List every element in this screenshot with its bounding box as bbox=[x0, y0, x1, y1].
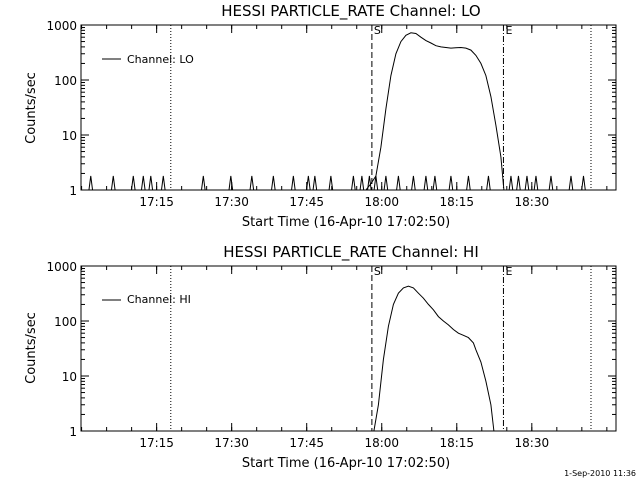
spike-point bbox=[411, 175, 416, 191]
y-axis-label-lo: Counts/sec bbox=[24, 72, 39, 144]
spike-point bbox=[448, 175, 454, 191]
spike-point bbox=[486, 175, 491, 191]
series-line bbox=[373, 285, 495, 432]
y-tick-label: 10 bbox=[62, 370, 77, 384]
spike-point bbox=[351, 175, 356, 191]
x-tick-label: 17:15 bbox=[139, 436, 174, 450]
x-tick-label: 18:00 bbox=[364, 436, 399, 450]
marker-label-s: S bbox=[374, 24, 381, 37]
spike-point bbox=[508, 175, 514, 191]
spike-point bbox=[516, 175, 521, 191]
plot-frame bbox=[80, 265, 617, 432]
spike-point bbox=[312, 175, 318, 191]
spike-point bbox=[291, 175, 296, 191]
panel-lo: HESSI PARTICLE_RATE Channel: LO Start Ti… bbox=[24, 2, 617, 230]
spike-point bbox=[383, 175, 389, 191]
footer-timestamp: 1-Sep-2010 11:36 bbox=[564, 469, 636, 478]
spike-point bbox=[367, 175, 372, 191]
x-tick-label: 18:15 bbox=[439, 195, 474, 209]
spike-point bbox=[359, 175, 365, 191]
spike-point bbox=[88, 175, 94, 191]
x-tick-label: 17:45 bbox=[289, 195, 324, 209]
spike-point bbox=[466, 175, 471, 191]
y-tick-label: 10 bbox=[62, 129, 77, 143]
plot-frame bbox=[80, 24, 617, 191]
x-tick-label: 18:30 bbox=[515, 195, 550, 209]
y-tick-label: 1 bbox=[69, 425, 77, 439]
legend-label-lo: Channel: LO bbox=[127, 53, 194, 66]
y-tick-label: 100 bbox=[54, 74, 77, 88]
chart-title-hi: HESSI PARTICLE_RATE Channel: HI bbox=[223, 243, 479, 262]
spike-point bbox=[432, 175, 438, 191]
spike-point bbox=[140, 175, 146, 191]
spike-point bbox=[568, 175, 574, 191]
y-tick-label: 100 bbox=[54, 315, 77, 329]
spike-point bbox=[271, 175, 276, 191]
spike-point bbox=[328, 175, 334, 191]
marker-label-e: E bbox=[505, 265, 512, 278]
y-axis-label-hi: Counts/sec bbox=[24, 312, 39, 384]
spike-point bbox=[423, 175, 429, 191]
panel-hi: HESSI PARTICLE_RATE Channel: HI Start Ti… bbox=[24, 243, 617, 471]
x-axis-label-lo: Start Time (16-Apr-10 17:02:50) bbox=[242, 215, 450, 230]
x-tick-label: 18:00 bbox=[364, 195, 399, 209]
spike-point bbox=[228, 175, 234, 191]
spike-point bbox=[201, 175, 206, 191]
x-axis-label-hi: Start Time (16-Apr-10 17:02:50) bbox=[242, 456, 450, 471]
x-tick-label: 18:30 bbox=[515, 436, 550, 450]
series-line bbox=[365, 32, 505, 191]
spike-point bbox=[160, 175, 166, 191]
spike-point bbox=[581, 175, 586, 191]
spike-point bbox=[306, 175, 311, 191]
x-tick-label: 17:15 bbox=[139, 195, 174, 209]
y-tick-label: 1000 bbox=[46, 19, 77, 33]
chart-title-lo: HESSI PARTICLE_RATE Channel: LO bbox=[221, 2, 480, 21]
spike-point bbox=[130, 175, 136, 191]
spike-point bbox=[548, 175, 554, 191]
legend-label-hi: Channel: HI bbox=[127, 293, 191, 306]
spike-point bbox=[148, 175, 154, 191]
spike-point bbox=[533, 175, 539, 191]
spike-point bbox=[249, 175, 255, 191]
x-tick-label: 17:45 bbox=[289, 436, 324, 450]
marker-label-s: S bbox=[374, 265, 381, 278]
spike-point bbox=[110, 175, 116, 191]
marker-label-e: E bbox=[505, 24, 512, 37]
x-tick-label: 18:15 bbox=[439, 436, 474, 450]
y-tick-label: 1 bbox=[69, 184, 77, 198]
spike-point bbox=[524, 175, 530, 191]
y-tick-label: 1000 bbox=[46, 260, 77, 274]
x-tick-label: 17:30 bbox=[214, 436, 249, 450]
x-tick-label: 17:30 bbox=[214, 195, 249, 209]
spike-point bbox=[396, 175, 401, 191]
